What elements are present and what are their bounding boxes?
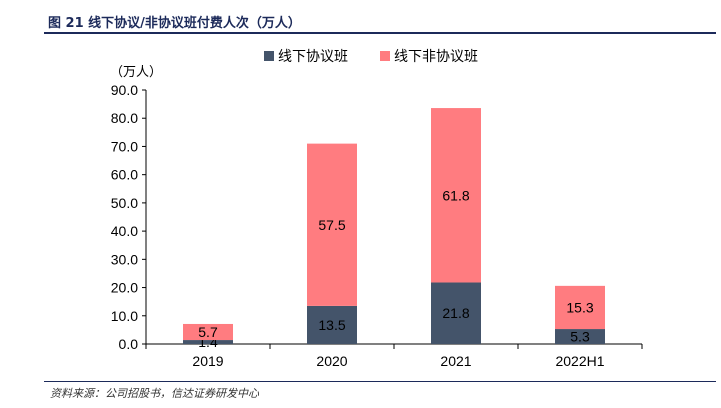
y-axis-unit-label: （万人） bbox=[110, 64, 162, 79]
legend-label: 线下协议班 bbox=[278, 48, 348, 64]
bar-segment-offline-agreement bbox=[555, 329, 605, 344]
chart-legend: 线下协议班 线下非协议班 bbox=[264, 48, 478, 64]
legend-swatch bbox=[380, 51, 390, 61]
data-label: 21.8 bbox=[442, 305, 469, 321]
x-tick-label: 2021 bbox=[440, 353, 471, 369]
header-rule bbox=[44, 32, 716, 34]
figure-header: 图 21 线下协议/非协议班付费人次（万人） bbox=[44, 8, 716, 34]
footer-rule bbox=[44, 381, 716, 382]
data-label: 5.7 bbox=[198, 324, 218, 340]
legend-label: 线下非协议班 bbox=[394, 48, 478, 64]
bar-segment-offline-non-agreement bbox=[431, 108, 481, 283]
x-tick-label: 2020 bbox=[316, 353, 347, 369]
y-tick-label: 80.0 bbox=[111, 110, 138, 126]
y-tick-label: 60.0 bbox=[111, 167, 138, 183]
y-tick-label: 40.0 bbox=[111, 223, 138, 239]
legend-swatch bbox=[264, 51, 274, 61]
bar-segment-offline-non-agreement bbox=[555, 285, 605, 330]
bar-segment-offline-agreement bbox=[431, 282, 481, 344]
y-tick-label: 10.0 bbox=[111, 308, 138, 324]
y-tick-label: 0.0 bbox=[119, 336, 139, 352]
x-axis: 2019 2020 2021 2022H1 bbox=[145, 343, 643, 369]
bar-segment-offline-non-agreement bbox=[307, 143, 357, 306]
bar-segment-offline-non-agreement bbox=[183, 323, 233, 341]
data-label: 13.5 bbox=[318, 317, 345, 333]
source-note: 资料来源：公司招股书，信达证券研发中心 bbox=[50, 387, 259, 400]
y-axis: 0.0 10.0 20.0 30.0 40.0 50.0 60.0 70.0 80.0 90.0 bbox=[111, 82, 147, 352]
data-label: 61.8 bbox=[442, 187, 469, 203]
x-tick-label: 2019 bbox=[192, 353, 223, 369]
data-label: 15.3 bbox=[566, 299, 593, 315]
y-tick-label: 90.0 bbox=[111, 82, 138, 98]
y-tick-label: 50.0 bbox=[111, 195, 138, 211]
data-label: 57.5 bbox=[318, 217, 345, 233]
bar-segment-offline-agreement bbox=[307, 305, 357, 344]
figure-title: 图 21 线下协议/非协议班付费人次（万人） bbox=[48, 16, 301, 31]
y-tick-label: 30.0 bbox=[111, 251, 138, 267]
y-tick-label: 70.0 bbox=[111, 138, 138, 154]
data-label: 5.3 bbox=[570, 329, 590, 345]
bar-segment-offline-agreement bbox=[183, 340, 233, 344]
bars: 1.45.7 13.557.521.861.85.315.3 bbox=[183, 108, 605, 350]
x-tick-label: 2022H1 bbox=[555, 353, 604, 369]
y-tick-label: 20.0 bbox=[111, 280, 138, 296]
